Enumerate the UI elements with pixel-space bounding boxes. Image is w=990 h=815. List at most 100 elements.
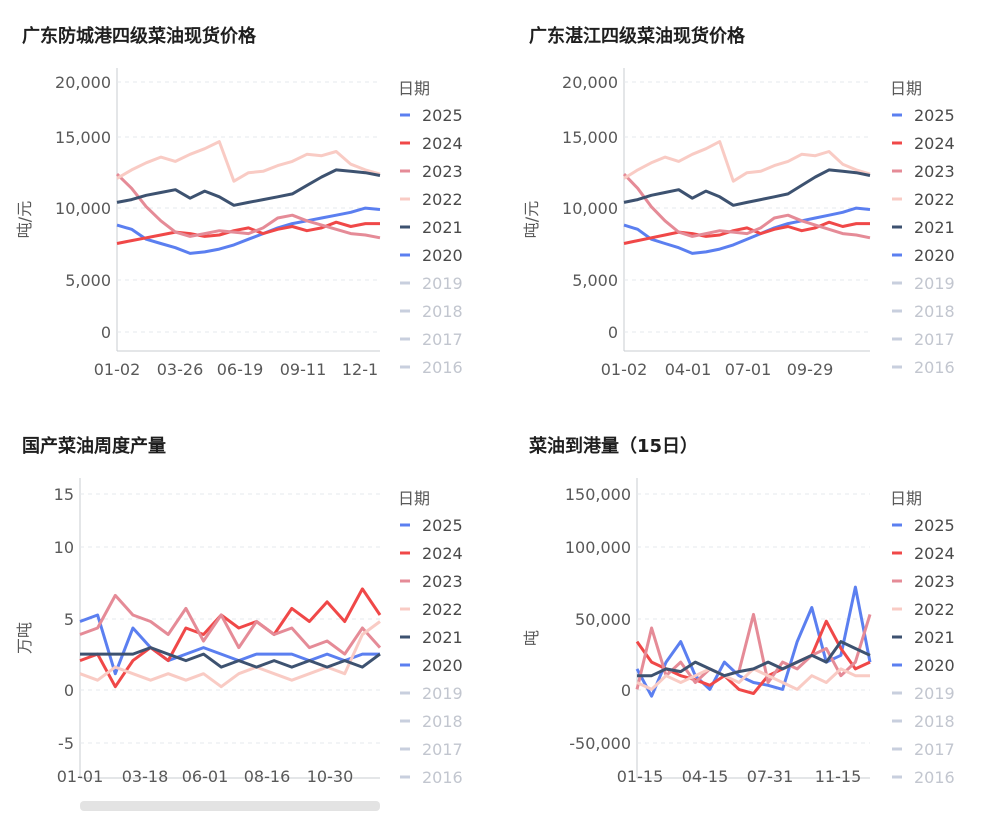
y-tick-label: 15,000	[55, 128, 111, 147]
legend-item-2019[interactable]: 2019	[892, 274, 955, 293]
legend-label: 2020	[422, 246, 463, 265]
series-line-2021	[116, 168, 381, 207]
legend-item-2021[interactable]: 2021	[892, 628, 955, 647]
legend-item-2017[interactable]: 2017	[892, 740, 955, 759]
legend-item-2016[interactable]: 2016	[892, 768, 955, 787]
legend-label: 2019	[422, 274, 463, 293]
legend-label: 2018	[914, 712, 955, 731]
legend-item-2024[interactable]: 2024	[400, 544, 463, 563]
series-line-2025	[116, 206, 381, 255]
y-tick-label: 10,000	[562, 199, 618, 218]
x-tick-label: 06-19	[217, 360, 264, 379]
legend-item-2024[interactable]: 2024	[892, 134, 955, 153]
legend-item-2022[interactable]: 2022	[892, 190, 955, 209]
legend-item-2019[interactable]: 2019	[892, 684, 955, 703]
legend-item-2022[interactable]: 2022	[400, 600, 463, 619]
legend-label: 2021	[914, 218, 955, 237]
legend-label: 2021	[422, 628, 463, 647]
x-tick-label: 03-26	[157, 360, 204, 379]
legend-item-2018[interactable]: 2018	[400, 302, 463, 321]
legend-item-2021[interactable]: 2021	[400, 628, 463, 647]
legend-item-2024[interactable]: 2024	[400, 134, 463, 153]
legend-item-2025[interactable]: 2025	[892, 106, 955, 125]
legend-label: 2016	[914, 768, 955, 787]
series-line-2021	[637, 640, 871, 678]
legend-title: 日期	[398, 79, 430, 98]
legend-item-2017[interactable]: 2017	[400, 330, 463, 349]
legend-item-2023[interactable]: 2023	[892, 162, 955, 181]
legend-label: 2018	[422, 302, 463, 321]
legend-item-2022[interactable]: 2022	[892, 600, 955, 619]
legend-label: 2024	[422, 544, 463, 563]
series-line-2023	[622, 173, 871, 240]
legend-item-2024[interactable]: 2024	[892, 544, 955, 563]
legend-item-2025[interactable]: 2025	[400, 516, 463, 535]
x-tick-label: 04-01	[665, 360, 712, 379]
legend-item-2021[interactable]: 2021	[892, 218, 955, 237]
x-tick-label: 07-01	[725, 360, 772, 379]
series-line-2025	[623, 206, 871, 255]
legend-item-2018[interactable]: 2018	[892, 302, 955, 321]
legend-item-2016[interactable]: 2016	[892, 358, 955, 377]
legend-item-2020[interactable]: 2020	[892, 656, 955, 675]
chart-panel-weekly-output: 国产菜油周度产量 15 10 5 0 -5 万吨 01-01 03-18 06-01 08-16 10…	[0, 410, 495, 815]
y-tick-label: -50,000	[569, 734, 631, 753]
series-line-2022	[623, 140, 871, 183]
chart-title: 国产菜油周度产量	[22, 435, 166, 457]
y-tick-label: 5,000	[65, 271, 111, 290]
legend-label: 2017	[422, 330, 463, 349]
legend-label: 2019	[914, 274, 955, 293]
legend-label: 2018	[422, 712, 463, 731]
legend-label: 2021	[422, 218, 463, 237]
legend-item-2019[interactable]: 2019	[400, 684, 463, 703]
legend-item-2023[interactable]: 2023	[892, 572, 955, 591]
legend-label: 2022	[914, 600, 955, 619]
horizontal-scrollbar[interactable]	[80, 801, 380, 811]
legend-label: 2016	[422, 358, 463, 377]
legend-item-2017[interactable]: 2017	[400, 740, 463, 759]
series-line-2024	[79, 587, 382, 689]
legend-title: 日期	[890, 79, 922, 98]
legend-label: 2017	[422, 740, 463, 759]
legend-item-2020[interactable]: 2020	[400, 246, 463, 265]
legend-item-2020[interactable]: 2020	[400, 656, 463, 675]
chart-svg: 广东湛江四级菜油现货价格 20,000 15,000 10,000 5,000 0 吨/元 0…	[522, 25, 955, 379]
y-tick-label: 15,000	[562, 128, 618, 147]
legend-item-2023[interactable]: 2023	[400, 162, 463, 181]
y-tick-label: 20,000	[55, 73, 111, 92]
legend-item-2025[interactable]: 2025	[892, 516, 955, 535]
y-tick-label: 100,000	[565, 538, 631, 557]
x-tick-label: 07-31	[747, 767, 794, 786]
legend-item-2018[interactable]: 2018	[892, 712, 955, 731]
y-axis-label: 吨/元	[522, 201, 541, 238]
series-line-2024	[623, 220, 870, 245]
legend-item-2020[interactable]: 2020	[892, 246, 955, 265]
x-tick-label: 10-30	[307, 767, 354, 786]
x-tick-label: 03-18	[122, 767, 169, 786]
x-tick-label: 01-01	[57, 767, 104, 786]
legend-item-2025[interactable]: 2025	[400, 106, 463, 125]
x-tick-label: 04-15	[682, 767, 729, 786]
series-line-2022	[79, 620, 381, 689]
x-tick-label: 01-15	[617, 767, 664, 786]
legend-item-2018[interactable]: 2018	[400, 712, 463, 731]
y-tick-label: 20,000	[562, 73, 618, 92]
legend-item-2021[interactable]: 2021	[400, 218, 463, 237]
legend-item-2017[interactable]: 2017	[892, 330, 955, 349]
chart-panel-arrivals: 菜油到港量（15日） 150,000 100,000 50,000 0 -50,000 吨 0…	[507, 410, 990, 815]
x-tick-label: 12-1	[342, 360, 378, 379]
chart-svg: 广东防城港四级菜油现货价格 20,000 15,000 10,000 5,000 0 吨/元…	[15, 25, 463, 379]
y-tick-label: 0	[64, 681, 74, 700]
legend-item-2022[interactable]: 2022	[400, 190, 463, 209]
legend-label: 2020	[914, 656, 955, 675]
y-tick-label: 0	[608, 323, 618, 342]
x-tick-label: 09-11	[280, 360, 327, 379]
chart-panel-fangchenggang: 广东防城港四级菜油现货价格 20,000 15,000 10,000 5,000 0 吨/元…	[0, 0, 495, 405]
legend-item-2019[interactable]: 2019	[400, 274, 463, 293]
y-tick-label: 150,000	[565, 485, 631, 504]
legend-item-2023[interactable]: 2023	[400, 572, 463, 591]
series-line-2023	[115, 173, 381, 240]
legend-item-2016[interactable]: 2016	[400, 358, 463, 377]
legend-item-2016[interactable]: 2016	[400, 768, 463, 787]
legend-label: 2016	[422, 768, 463, 787]
